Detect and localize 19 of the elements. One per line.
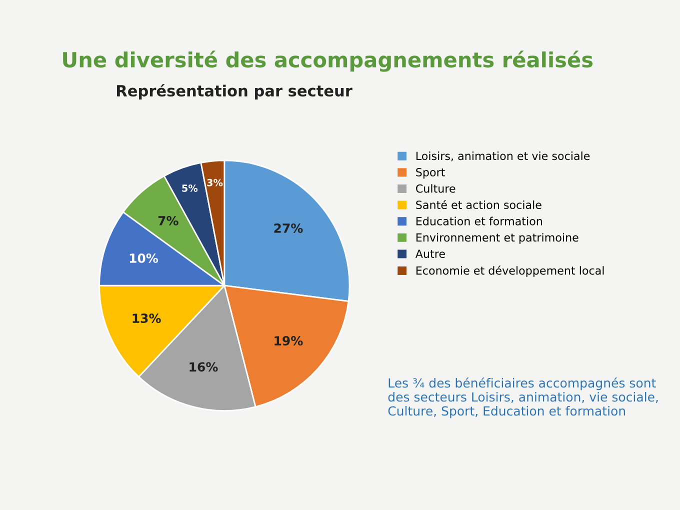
chart-title: Une diversité des accompagnements réalisés [63,50,593,72]
legend-label: Autre [415,250,445,258]
legend-label: Loisirs, animation et vie sociale [416,152,590,162]
legend-label: Culture [416,184,456,193]
data-label: 5% [182,184,198,192]
legend-label: Environnement et patrimoine [416,233,578,244]
data-label: 19% [274,336,303,346]
data-label: 3% [207,178,223,186]
legend-label: Santé et action sociale [416,200,542,210]
data-label: 16% [190,362,218,372]
data-label: 27% [274,224,303,233]
legend-label: Sport [416,168,445,179]
legend-label: Education et formation [416,216,542,226]
chart-subtitle: Représentation par secteur [117,84,352,100]
data-label: 10% [130,253,158,263]
text: Les ¾ des bénéficiaires accompagnés sont des secteurs Loisirs, animation, vie sociale, Culture, Sport, Education et formation [388,378,658,418]
legend-label: Economie et développement local [416,266,604,277]
data-label: 13% [132,314,161,324]
data-label: 7% [158,216,178,226]
